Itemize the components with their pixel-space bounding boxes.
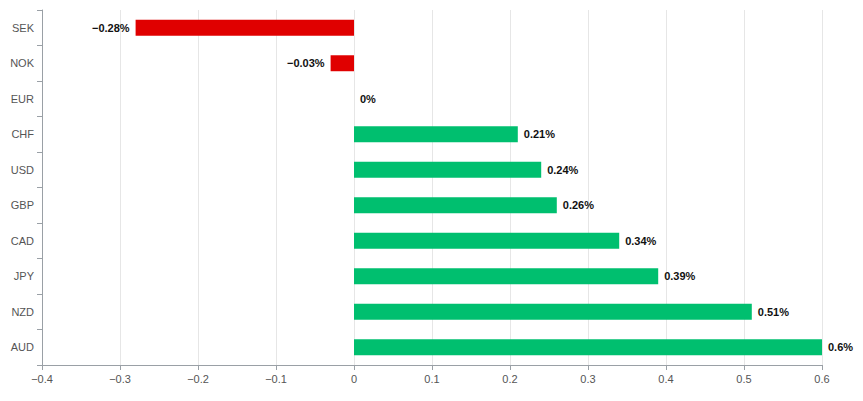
svg-text:0.4: 0.4 <box>658 373 673 385</box>
svg-text:0.26%: 0.26% <box>563 199 594 211</box>
svg-text:−0.28%: −0.28% <box>92 22 130 34</box>
svg-text:−0.4: −0.4 <box>31 373 53 385</box>
svg-text:0: 0 <box>351 373 357 385</box>
svg-text:0.51%: 0.51% <box>758 306 789 318</box>
svg-text:NOK: NOK <box>10 57 35 69</box>
svg-text:0.2: 0.2 <box>502 373 517 385</box>
svg-text:−0.3: −0.3 <box>109 373 131 385</box>
svg-text:0.21%: 0.21% <box>524 128 555 140</box>
svg-text:−0.2: −0.2 <box>187 373 209 385</box>
svg-text:AUD: AUD <box>11 341 34 353</box>
svg-text:SEK: SEK <box>12 22 35 34</box>
svg-text:NZD: NZD <box>11 306 34 318</box>
svg-text:GBP: GBP <box>11 199 34 211</box>
svg-text:CHF: CHF <box>11 128 34 140</box>
svg-text:−0.03%: −0.03% <box>287 57 325 69</box>
svg-text:EUR: EUR <box>11 93 34 105</box>
svg-text:0.6%: 0.6% <box>828 341 853 353</box>
svg-text:0.5: 0.5 <box>736 373 751 385</box>
svg-text:0.39%: 0.39% <box>664 270 695 282</box>
svg-text:−0.1: −0.1 <box>265 373 287 385</box>
svg-text:0.3: 0.3 <box>580 373 595 385</box>
svg-text:0.1: 0.1 <box>424 373 439 385</box>
svg-text:USD: USD <box>11 164 34 176</box>
svg-text:0.6: 0.6 <box>814 373 829 385</box>
svg-text:CAD: CAD <box>11 235 34 247</box>
svg-text:0.24%: 0.24% <box>547 164 578 176</box>
svg-text:0%: 0% <box>360 93 376 105</box>
svg-text:JPY: JPY <box>14 270 35 282</box>
svg-text:0.34%: 0.34% <box>625 235 656 247</box>
